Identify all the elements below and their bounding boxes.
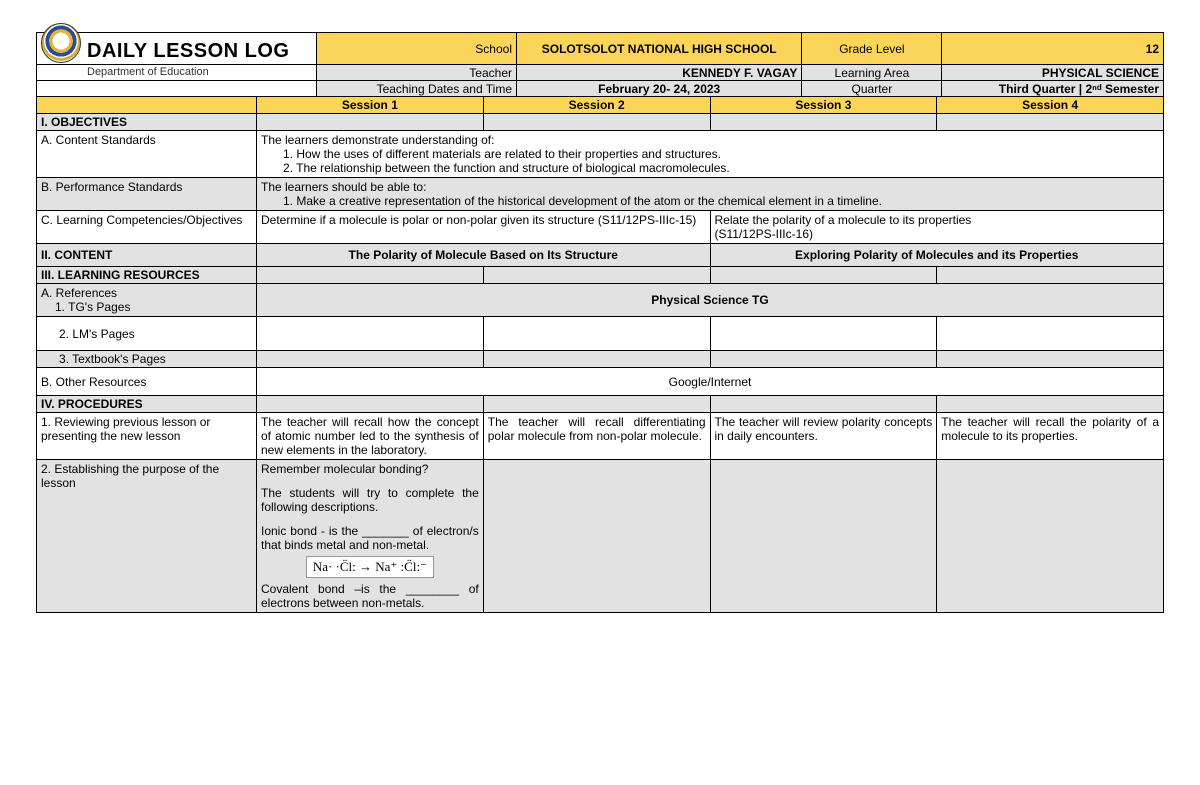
other-value: Google/Internet xyxy=(257,368,1163,395)
hdr-dates-val: February 20- 24, 2023 xyxy=(517,81,802,96)
session-4: Session 4 xyxy=(937,97,1163,113)
perf-standards-label: B. Performance Standards xyxy=(37,178,257,210)
hdr-school-label: School xyxy=(317,33,517,64)
lc-label: C. Learning Competencies/Objectives xyxy=(37,211,257,243)
p1-c4: The teacher will recall the polarity of … xyxy=(937,413,1163,459)
lc-left: Determine if a molecule is polar or non-… xyxy=(257,211,711,243)
lm-label: 2. LM's Pages xyxy=(37,317,257,350)
hdr-dates-label: Teaching Dates and Time xyxy=(317,81,517,96)
sec-objectives: I. OBJECTIVES xyxy=(37,114,257,130)
lc-right: Relate the polarity of a molecule to its… xyxy=(711,211,1164,243)
hdr-teacher-val: KENNEDY F. VAGAY xyxy=(517,65,802,80)
p2-c1: Remember molecular bonding? The students… xyxy=(257,460,484,612)
deped-logo xyxy=(41,23,81,63)
sec-resources: III. LEARNING RESOURCES xyxy=(37,267,257,283)
hdr-area-val: PHYSICAL SCIENCE xyxy=(942,65,1163,80)
perf-standards-body: The learners should be able to: 1. Make … xyxy=(257,178,1163,210)
p2-label: 2. Establishing the purpose of the lesso… xyxy=(37,460,257,612)
p1-label: 1. Reviewing previous lesson or presenti… xyxy=(37,413,257,459)
hdr-teacher-label: Teacher xyxy=(317,65,517,80)
lesson-log-sheet: DAILY LESSON LOG School SOLOTSOLOT NATIO… xyxy=(36,32,1164,613)
other-label: B. Other Resources xyxy=(37,368,257,395)
hdr-quarter-label: Quarter xyxy=(802,81,942,96)
ionic-formula: Na· ·C̈l: → Na⁺ :C̈l:⁻ xyxy=(306,556,434,578)
session-2: Session 2 xyxy=(484,97,711,113)
doc-subtitle: Department of Education xyxy=(87,66,209,78)
p1-c3: The teacher will review polarity concept… xyxy=(711,413,938,459)
title-cell: DAILY LESSON LOG xyxy=(37,33,317,64)
session-1: Session 1 xyxy=(257,97,484,113)
tb-label: 3. Textbook's Pages xyxy=(37,351,257,367)
content-standards-body: The learners demonstrate understanding o… xyxy=(257,131,1163,177)
content-left: The Polarity of Molecule Based on Its St… xyxy=(257,244,711,266)
hdr-quarter-val: Third Quarter | 2ⁿᵈ Semester xyxy=(942,81,1163,96)
doc-title: DAILY LESSON LOG xyxy=(87,40,289,63)
hdr-grade-label: Grade Level xyxy=(802,33,942,64)
sec-content: II. CONTENT xyxy=(37,244,257,266)
p1-c1: The teacher will recall how the concept … xyxy=(257,413,484,459)
hdr-grade-val: 12 xyxy=(942,33,1163,64)
p1-c2: The teacher will recall differentiating … xyxy=(484,413,711,459)
content-standards-label: A. Content Standards xyxy=(37,131,257,177)
hdr-area-label: Learning Area xyxy=(802,65,942,80)
refs-label: A. References 1. TG's Pages xyxy=(37,284,257,316)
sec-procedures: IV. PROCEDURES xyxy=(37,396,257,412)
session-3: Session 3 xyxy=(711,97,938,113)
hdr-school-val: SOLOTSOLOT NATIONAL HIGH SCHOOL xyxy=(517,33,802,64)
content-right: Exploring Polarity of Molecules and its … xyxy=(711,244,1164,266)
tg-value: Physical Science TG xyxy=(257,284,1163,316)
